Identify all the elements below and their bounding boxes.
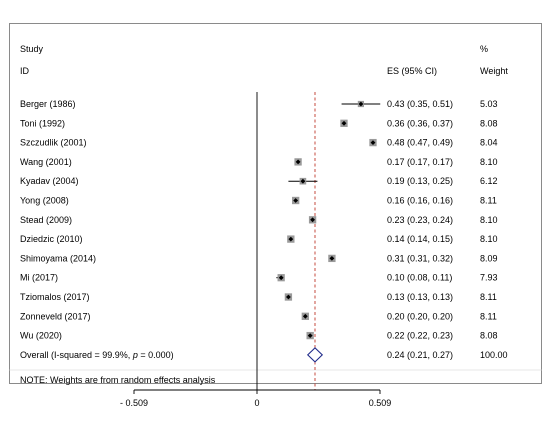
- study-point-marker: [278, 275, 284, 281]
- header-weight-percent: %: [480, 44, 489, 54]
- study-label: Mi (2017): [20, 273, 58, 283]
- study-label: Wu (2020): [20, 331, 62, 341]
- study-es-ci: 0.19 (0.13, 0.25): [387, 176, 453, 186]
- header-weight: Weight: [480, 66, 508, 76]
- study-point-marker: [307, 333, 313, 338]
- study-label: Toni (1992): [20, 118, 65, 128]
- x-tick-label: 0.509: [369, 398, 392, 408]
- study-point-marker: [329, 256, 335, 261]
- study-weight: 8.09: [480, 253, 498, 263]
- overall-diamond: [306, 347, 324, 363]
- study-point-marker: [310, 217, 315, 223]
- header-study: Study: [20, 44, 44, 54]
- x-tick-label: 0: [254, 398, 259, 408]
- study-point-marker: [358, 101, 364, 107]
- study-weight: 6.12: [480, 176, 498, 186]
- study-es-ci: 0.31 (0.31, 0.32): [387, 253, 453, 263]
- study-es-ci: 0.17 (0.17, 0.17): [387, 157, 453, 167]
- study-es-ci: 0.16 (0.16, 0.16): [387, 196, 453, 206]
- study-es-ci: 0.23 (0.23, 0.24): [387, 215, 453, 225]
- study-label: Yong (2008): [20, 196, 69, 206]
- study-label: Kyadav (2004): [20, 176, 79, 186]
- study-point-marker: [295, 159, 301, 165]
- study-label: Stead (2009): [20, 215, 72, 225]
- study-weight: 8.11: [480, 292, 497, 302]
- study-es-ci: 0.13 (0.13, 0.13): [387, 292, 453, 302]
- study-weight: 8.10: [480, 157, 498, 167]
- footnote: NOTE: Weights are from random effects an…: [20, 375, 216, 385]
- study-weight: 8.04: [480, 138, 498, 148]
- study-weight: 8.08: [480, 331, 498, 341]
- study-point-marker: [286, 294, 291, 300]
- study-point-marker: [302, 313, 308, 319]
- study-es-ci: 0.10 (0.08, 0.11): [387, 273, 452, 283]
- overall-label: Overall (I-squared = 99.9%, p = 0.000): [20, 350, 174, 360]
- study-es-ci: 0.43 (0.35, 0.51): [387, 99, 453, 109]
- study-label: Szczudlik (2001): [20, 138, 87, 148]
- header-id: ID: [20, 66, 29, 76]
- overall-weight: 100.00: [480, 350, 508, 360]
- study-point-marker: [288, 236, 294, 242]
- study-label: Shimoyama (2014): [20, 253, 96, 263]
- study-weight: 8.10: [480, 234, 498, 244]
- study-es-ci: 0.36 (0.36, 0.37): [387, 118, 453, 128]
- study-es-ci: 0.20 (0.20, 0.20): [387, 311, 453, 321]
- plot-frame: [9, 23, 542, 384]
- study-es-ci: 0.22 (0.22, 0.23): [387, 331, 453, 341]
- study-point-marker: [293, 198, 299, 203]
- study-point-marker: [370, 140, 376, 145]
- study-label: Wang (2001): [20, 157, 72, 167]
- study-weight: 8.08: [480, 118, 498, 128]
- study-weight: 8.10: [480, 215, 498, 225]
- study-label: Tziomalos (2017): [20, 292, 90, 302]
- study-weight: 8.11: [480, 311, 497, 321]
- study-weight: 5.03: [480, 99, 498, 109]
- header-es: ES (95% CI): [387, 66, 438, 76]
- study-point-marker: [300, 178, 306, 184]
- overall-es-ci: 0.24 (0.21, 0.27): [387, 350, 453, 360]
- study-weight: 7.93: [480, 273, 498, 283]
- study-label: Zonneveld (2017): [20, 311, 91, 321]
- study-es-ci: 0.48 (0.47, 0.49): [387, 138, 453, 148]
- study-point-marker: [341, 120, 347, 126]
- study-weight: 8.11: [480, 196, 497, 206]
- study-es-ci: 0.14 (0.14, 0.15): [387, 234, 453, 244]
- study-label: Dziedzic (2010): [20, 234, 83, 244]
- x-tick-label: - 0.509: [120, 398, 148, 408]
- study-label: Berger (1986): [20, 99, 76, 109]
